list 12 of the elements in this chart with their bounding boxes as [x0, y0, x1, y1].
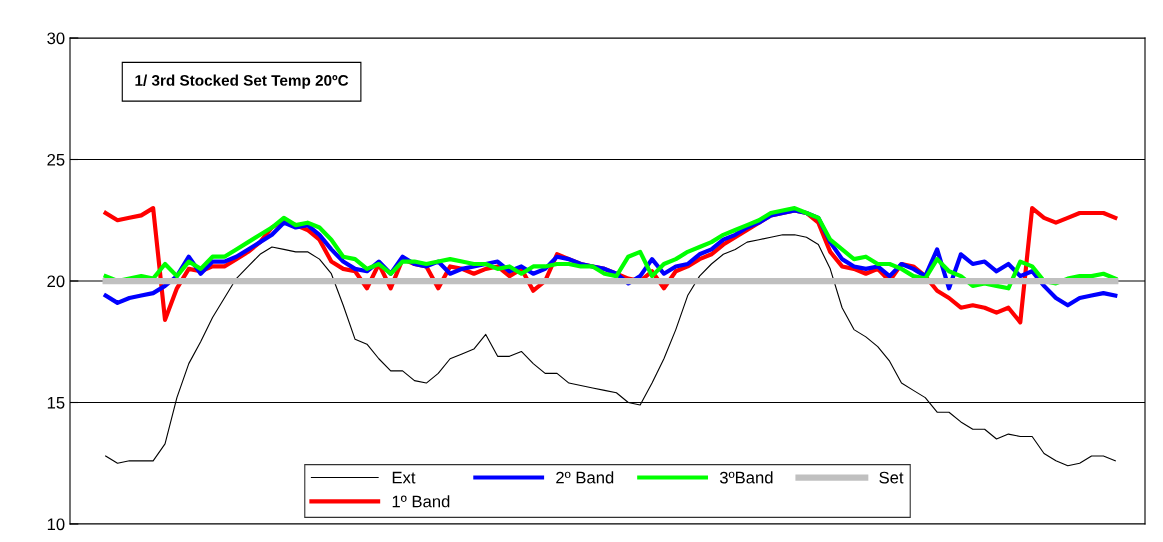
line-series	[103, 206, 1118, 291]
legend-label: Ext	[392, 471, 416, 484]
legend-label: 1º Band	[392, 495, 450, 508]
y-tick-label: 20	[47, 275, 65, 288]
legend-label: 3ºBand	[719, 471, 773, 484]
legend-label: 2º Band	[556, 471, 614, 484]
y-tick-label: 30	[47, 32, 65, 45]
text: 1/ 3rd Stocked Set Temp 20ºC	[135, 74, 349, 89]
legend-label: Set	[879, 471, 904, 484]
y-tick-label: 25	[47, 153, 65, 166]
y-tick-label: 15	[47, 397, 65, 409]
y-tick-label: 10	[47, 518, 65, 531]
